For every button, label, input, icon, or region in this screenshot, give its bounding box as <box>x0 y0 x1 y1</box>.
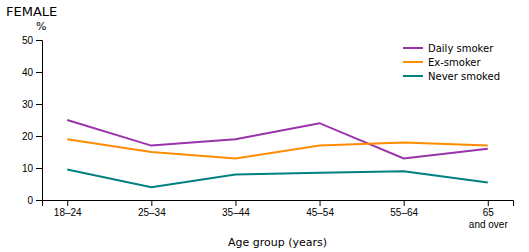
x-tick-label-line: 65 <box>483 207 495 218</box>
x-tick-mark <box>488 200 489 206</box>
x-axis-line <box>43 201 514 207</box>
y-tick: 50 <box>22 35 42 46</box>
series-line <box>67 139 488 158</box>
series-line <box>67 120 488 158</box>
y-tick: 20 <box>22 131 42 142</box>
legend-label: Ex-smoker <box>428 57 482 68</box>
x-tick-label: 35–44 <box>222 207 250 218</box>
legend-swatch <box>403 47 423 49</box>
x-label: Age group (years) <box>228 236 327 249</box>
x-tick-mark <box>151 200 152 206</box>
y-tick-label: 20 <box>22 131 34 142</box>
x-tick-label: 45–54 <box>306 207 334 218</box>
chart: FEMALE 0 10 20 30 40 50 18–24 25–34 35–44 45–54 55–… <box>0 0 529 252</box>
legend-entry: Ex-smoker <box>403 57 482 68</box>
x-tick-label: 55–64 <box>390 207 418 218</box>
x-tick: 65and over <box>469 200 509 230</box>
y-tick-mark <box>36 72 42 73</box>
x-tick-mark <box>320 200 321 206</box>
x-tick-label: 18–24 <box>54 207 82 218</box>
x-tick-label-line: and over <box>469 219 509 230</box>
x-axis: 18–24 25–34 35–44 45–54 55–64 65and over <box>43 200 514 230</box>
series-line <box>67 170 488 188</box>
x-tick-mark <box>235 200 236 206</box>
y-tick: 30 <box>22 99 42 110</box>
y-tick-label: 0 <box>27 195 33 206</box>
legend-entry: Daily smoker <box>403 43 494 54</box>
x-tick: 25–34 <box>138 200 166 218</box>
title: FEMALE <box>6 4 57 19</box>
x-tick: 45–54 <box>306 200 334 218</box>
legend-swatch <box>403 75 423 77</box>
legend-entry: Never smoked <box>403 71 500 82</box>
y-tick-label: 50 <box>22 35 34 46</box>
y-axis: 0 10 20 30 40 50 <box>22 35 43 206</box>
x-tick-label: 25–34 <box>138 207 166 218</box>
y-tick-label: 40 <box>22 67 34 78</box>
legend-swatch <box>403 61 423 63</box>
x-tick: 35–44 <box>222 200 250 218</box>
legend: Daily smoker Ex-smoker Never smoked <box>403 43 500 82</box>
y-tick-label: 30 <box>22 99 34 110</box>
y-tick-mark <box>36 136 42 137</box>
x-tick-label-line: 35–44 <box>222 207 250 218</box>
y-tick-label: 10 <box>22 163 34 174</box>
legend-label: Daily smoker <box>428 43 494 54</box>
y-tick: 40 <box>22 67 42 78</box>
x-tick-label: 65and over <box>469 207 509 230</box>
plot: 0 10 20 30 40 50 18–24 25–34 35–44 45–54 55–64 65an… <box>22 35 514 230</box>
y-label: % <box>36 20 46 33</box>
x-tick: 55–64 <box>390 200 418 218</box>
y-tick-mark <box>36 200 42 201</box>
y-tick-mark <box>36 104 42 105</box>
x-tick-label-line: 25–34 <box>138 207 166 218</box>
legend-label: Never smoked <box>428 71 500 82</box>
lines <box>67 120 488 187</box>
y-tick: 10 <box>22 163 42 174</box>
y-tick: 0 <box>27 195 42 206</box>
x-tick-label-line: 45–54 <box>306 207 334 218</box>
x-tick-label-line: 55–64 <box>390 207 418 218</box>
y-tick-mark <box>36 168 42 169</box>
x-tick-label-line: 18–24 <box>54 207 82 218</box>
x-tick-mark <box>404 200 405 206</box>
y-axis-line <box>36 41 43 201</box>
x-tick: 18–24 <box>54 200 82 218</box>
x-tick-mark <box>67 200 68 206</box>
y-tick-mark <box>36 40 42 41</box>
